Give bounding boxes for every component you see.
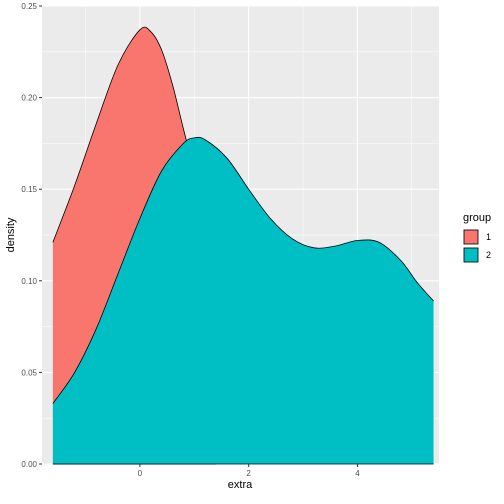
y-axis-title: density [5, 217, 17, 252]
y-tick-label: 0.25 [21, 2, 37, 11]
y-tick-label: 0.05 [21, 368, 37, 377]
legend-label-group-2: 2 [486, 250, 491, 260]
density-areas [52, 26, 434, 465]
x-tick-label: 4 [355, 469, 360, 478]
y-tick-label: 0.00 [21, 460, 37, 469]
density-area-group-2 [52, 137, 434, 464]
axes: 0 2 4 0.00 0.05 0.10 0.15 0.20 0.25 [21, 2, 360, 478]
y-tick-label: 0.10 [21, 277, 37, 286]
y-tick-label: 0.20 [21, 94, 37, 103]
x-axis-title: extra [228, 479, 253, 491]
legend-swatch-group-1 [463, 229, 479, 245]
y-tick-label: 0.15 [21, 185, 37, 194]
legend: group 12 [463, 212, 491, 263]
legend-title: group [463, 212, 491, 224]
x-tick-label: 2 [246, 469, 251, 478]
legend-swatch-group-2 [463, 247, 479, 263]
legend-label-group-1: 1 [486, 232, 491, 242]
density-outline-group-2 [52, 136, 434, 404]
legend-entries: 12 [463, 229, 491, 263]
x-tick-label: 0 [138, 469, 143, 478]
